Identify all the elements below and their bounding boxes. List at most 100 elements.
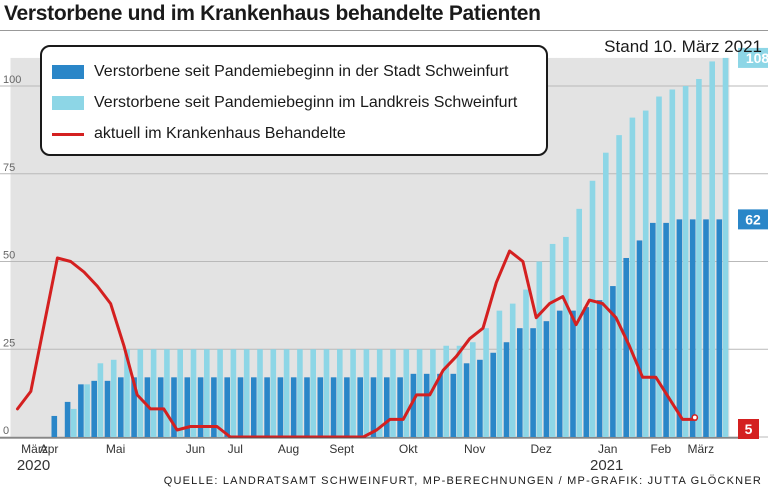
title-divider [0,30,768,31]
bar-stadt [317,377,324,437]
x-tick-label: Okt [399,442,418,456]
bar-landkreis [310,349,316,437]
bar-stadt [596,300,603,437]
bar-landkreis [722,57,729,438]
bar-landkreis [496,310,503,437]
bar-stadt [463,363,470,437]
bar-stadt [583,307,590,437]
bar-landkreis [669,89,676,437]
x-tick-label: Aug [278,442,299,456]
bars [51,57,729,438]
bar-landkreis [656,96,662,437]
bar-landkreis [403,349,410,437]
bar-stadt [490,352,496,437]
bar-stadt [370,377,377,437]
bar-landkreis [549,243,556,437]
legend-label-krankenhaus: aktuell im Krankenhaus Behandelte [94,125,346,142]
bar-landkreis [390,349,396,437]
bar-landkreis [297,349,303,437]
end-labels: 108 62 5 [738,47,768,439]
legend-item-krankenhaus: aktuell im Krankenhaus Behandelte [52,123,346,145]
bar-stadt [184,377,191,437]
bar-landkreis [204,349,210,437]
bar-stadt [423,373,430,437]
bar-landkreis [576,208,582,437]
legend-label-stadt: Verstorbene seit Pandemiebeginn in der S… [94,63,509,80]
bar-stadt [650,222,656,437]
bar-landkreis [709,61,715,438]
x-tick-label: März [687,442,714,456]
legend: Verstorbene seit Pandemiebeginn in der S… [40,45,548,156]
bar-stadt [676,219,683,437]
bar-stadt [330,377,337,437]
bar-stadt [64,401,71,437]
bar-stadt [118,377,124,437]
bar-landkreis [456,345,463,437]
bar-stadt [437,373,443,437]
bar-stadt [716,219,723,437]
bar-stadt [663,222,669,437]
bar-landkreis [71,408,77,437]
bar-stadt [636,240,643,437]
bar-landkreis [323,349,330,437]
bar-landkreis [589,180,596,437]
bar-landkreis [483,328,489,437]
bar-stadt [517,328,523,437]
bar-stadt [78,384,84,437]
bar-landkreis [257,349,263,437]
bar-stadt [211,377,217,437]
y-tick-label: 0 [3,425,9,437]
bar-landkreis [243,349,250,437]
bar-landkreis [363,349,370,437]
end-label-value: 108 [746,50,768,66]
bar-stadt [344,377,350,437]
bar-stadt [264,377,270,437]
bar-stadt [450,373,457,437]
source-note: QUELLE: LANDRATSAMT SCHWEINFURT, MP-BERE… [163,475,762,487]
y-tick-label: 25 [3,337,15,349]
x-tick-label: Feb [651,442,672,456]
bar-landkreis [84,384,90,437]
bar-landkreis [629,117,636,437]
bar-landkreis [230,349,237,437]
y-tick-label: 100 [3,74,21,86]
bar-landkreis [97,363,104,437]
bar-stadt [623,257,629,437]
bar-landkreis [190,349,197,437]
y-tick-label: 50 [3,250,15,262]
bar-landkreis [523,289,529,437]
bar-landkreis [150,349,157,437]
bar-stadt [277,377,284,437]
bar-landkreis [137,349,144,437]
bar-landkreis [177,349,183,437]
bar-landkreis [416,349,423,437]
bar-landkreis [110,359,117,437]
bar-stadt [703,219,709,437]
x-tick-label: Jun [186,442,205,456]
legend-item-stadt: Verstorbene seit Pandemiebeginn in der S… [52,61,508,83]
bar-stadt [503,342,510,437]
bar-stadt [290,377,297,437]
bar-landkreis [509,303,516,437]
bar-stadt [397,377,403,437]
bar-stadt [91,380,97,437]
bar-landkreis [124,349,130,437]
bar-landkreis [443,345,449,437]
bar-stadt [610,286,616,437]
bar-stadt [104,380,111,437]
x-tick-label: Apr [40,442,59,456]
bar-stadt [530,328,536,437]
end-label-box [738,419,759,439]
bar-landkreis [217,349,223,437]
y-tick-label: 75 [3,162,15,174]
year-label: 2021 [590,457,623,474]
bar-stadt [689,219,696,437]
end-label-value: 5 [745,421,753,437]
bar-stadt [51,415,58,437]
line-krankenhaus [16,249,698,439]
x-tick-label: Jan [598,442,617,456]
bar-landkreis [350,349,356,437]
legend-label-landkreis: Verstorbene seit Pandemiebeginn im Landk… [94,94,518,111]
x-tick-label: Mai [106,442,125,456]
bar-landkreis [642,110,649,437]
